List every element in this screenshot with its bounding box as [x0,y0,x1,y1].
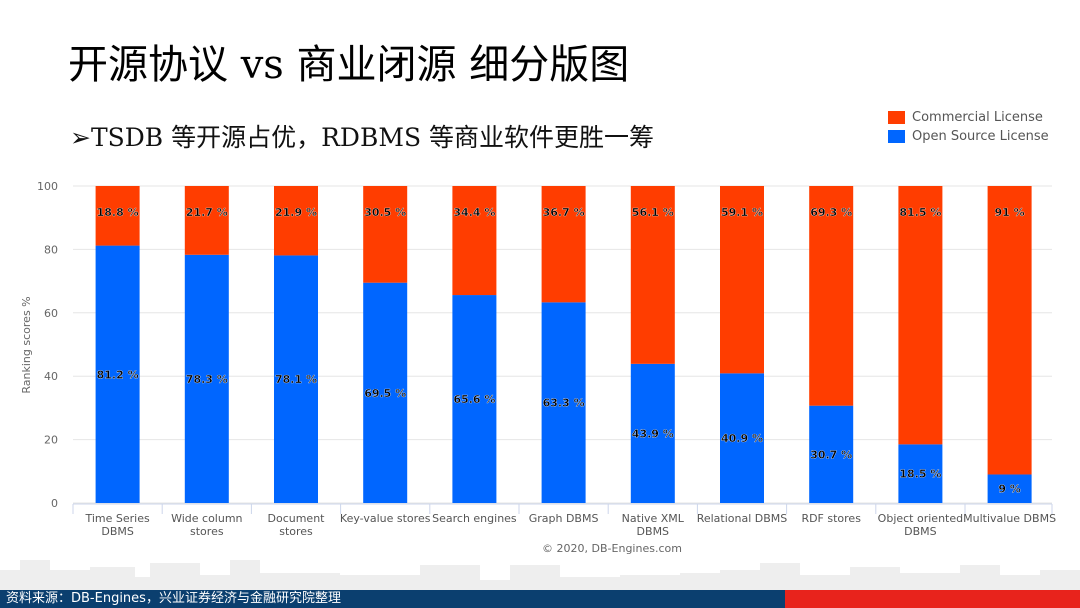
bar-open-source [363,282,408,503]
data-label: 81.2 % [97,368,139,381]
legend-label: Open Source License [912,129,1049,144]
data-label: 18.8 % [97,206,139,219]
data-label: 56.1 % [632,206,674,219]
bar-open-source [274,255,318,503]
x-tick-label: Object oriented [878,512,963,525]
bar-open-source [898,444,943,503]
bar-open-source [720,373,764,503]
legend-item-commercial[interactable]: Commercial License [888,108,1049,127]
x-tick-label: Multivalue DBMS [963,512,1056,525]
legend-swatch [888,130,905,143]
data-label: 43.9 % [632,427,674,440]
y-tick-label: 60 [44,307,58,320]
bar-commercial [809,186,854,406]
legend-item-open-source[interactable]: Open Source License [888,127,1049,146]
x-tick-label: Graph DBMS [529,512,599,525]
x-tick-label: Wide column [171,512,242,525]
y-tick-label: 0 [51,497,58,510]
x-tick-label: RDF stores [801,512,861,525]
bar-open-source [541,302,586,503]
bar-commercial [630,186,675,364]
bar-commercial [541,186,586,303]
bar-open-source [630,363,675,503]
data-label: 81.5 % [899,206,941,219]
y-tick-label: 80 [44,243,58,256]
x-tick-label: Search engines [432,512,517,525]
x-tick-label: Document [268,512,326,525]
data-label: 9 % [998,483,1021,496]
bar-open-source [184,254,229,503]
bar-commercial [452,186,497,296]
bar-commercial [720,186,764,374]
x-tick-label: stores [279,525,313,538]
data-label: 30.7 % [810,448,852,461]
bar-open-source [452,295,497,503]
x-tick-label: DBMS [101,525,134,538]
x-tick-label: DBMS [904,525,937,538]
slide-subtitle: ➢TSDB 等开源占优，RDBMS 等商业软件更胜一筹 [70,123,655,152]
data-label: 78.1 % [275,373,317,386]
data-label: 69.3 % [810,206,852,219]
legend: Commercial License Open Source License [888,108,1049,146]
copyright-credit: © 2020, DB-Engines.com [542,542,682,555]
data-label: 65.6 % [453,393,495,406]
x-tick-label: Native XML [622,512,685,525]
data-label: 78.3 % [186,373,228,386]
bar-open-source [987,474,1032,503]
data-label: 18.5 % [899,468,941,481]
data-label: 21.9 % [275,206,317,219]
slide-title: 开源协议 vs 商业闭源 细分版图 [68,42,630,88]
data-label: 63.3 % [543,397,585,410]
bar-open-source [809,405,854,503]
y-tick-label: 40 [44,370,58,383]
data-label: 59.1 % [721,206,763,219]
x-tick-label: Key-value stores [340,512,431,525]
data-label: 34.4 % [453,206,495,219]
data-label: 40.9 % [721,432,763,445]
legend-label: Commercial License [912,110,1043,125]
data-label: 21.7 % [186,206,228,219]
data-label: 30.5 % [364,206,406,219]
data-label: 36.7 % [543,206,585,219]
legend-swatch [888,111,905,124]
bar-open-source [95,245,140,503]
y-axis-title: Ranking scores % [20,296,33,393]
data-label: 91 % [995,206,1025,219]
footer-accent [785,590,1080,608]
bar-commercial [987,186,1032,475]
y-tick-label: 100 [37,180,58,193]
bar-commercial [95,186,140,246]
y-tick-label: 20 [44,434,58,447]
source-note: 资料来源：DB-Engines，兴业证券经济与金融研究院整理 [6,591,341,606]
x-tick-label: Time Series [84,512,150,525]
x-tick-label: Relational DBMS [697,512,788,525]
bar-commercial [274,186,318,256]
x-tick-label: DBMS [637,525,670,538]
data-label: 69.5 % [364,387,406,400]
skyline-decoration [0,560,1080,590]
x-tick-label: stores [190,525,224,538]
bar-commercial [898,186,943,445]
bar-commercial [363,186,408,283]
bar-commercial [184,186,229,255]
